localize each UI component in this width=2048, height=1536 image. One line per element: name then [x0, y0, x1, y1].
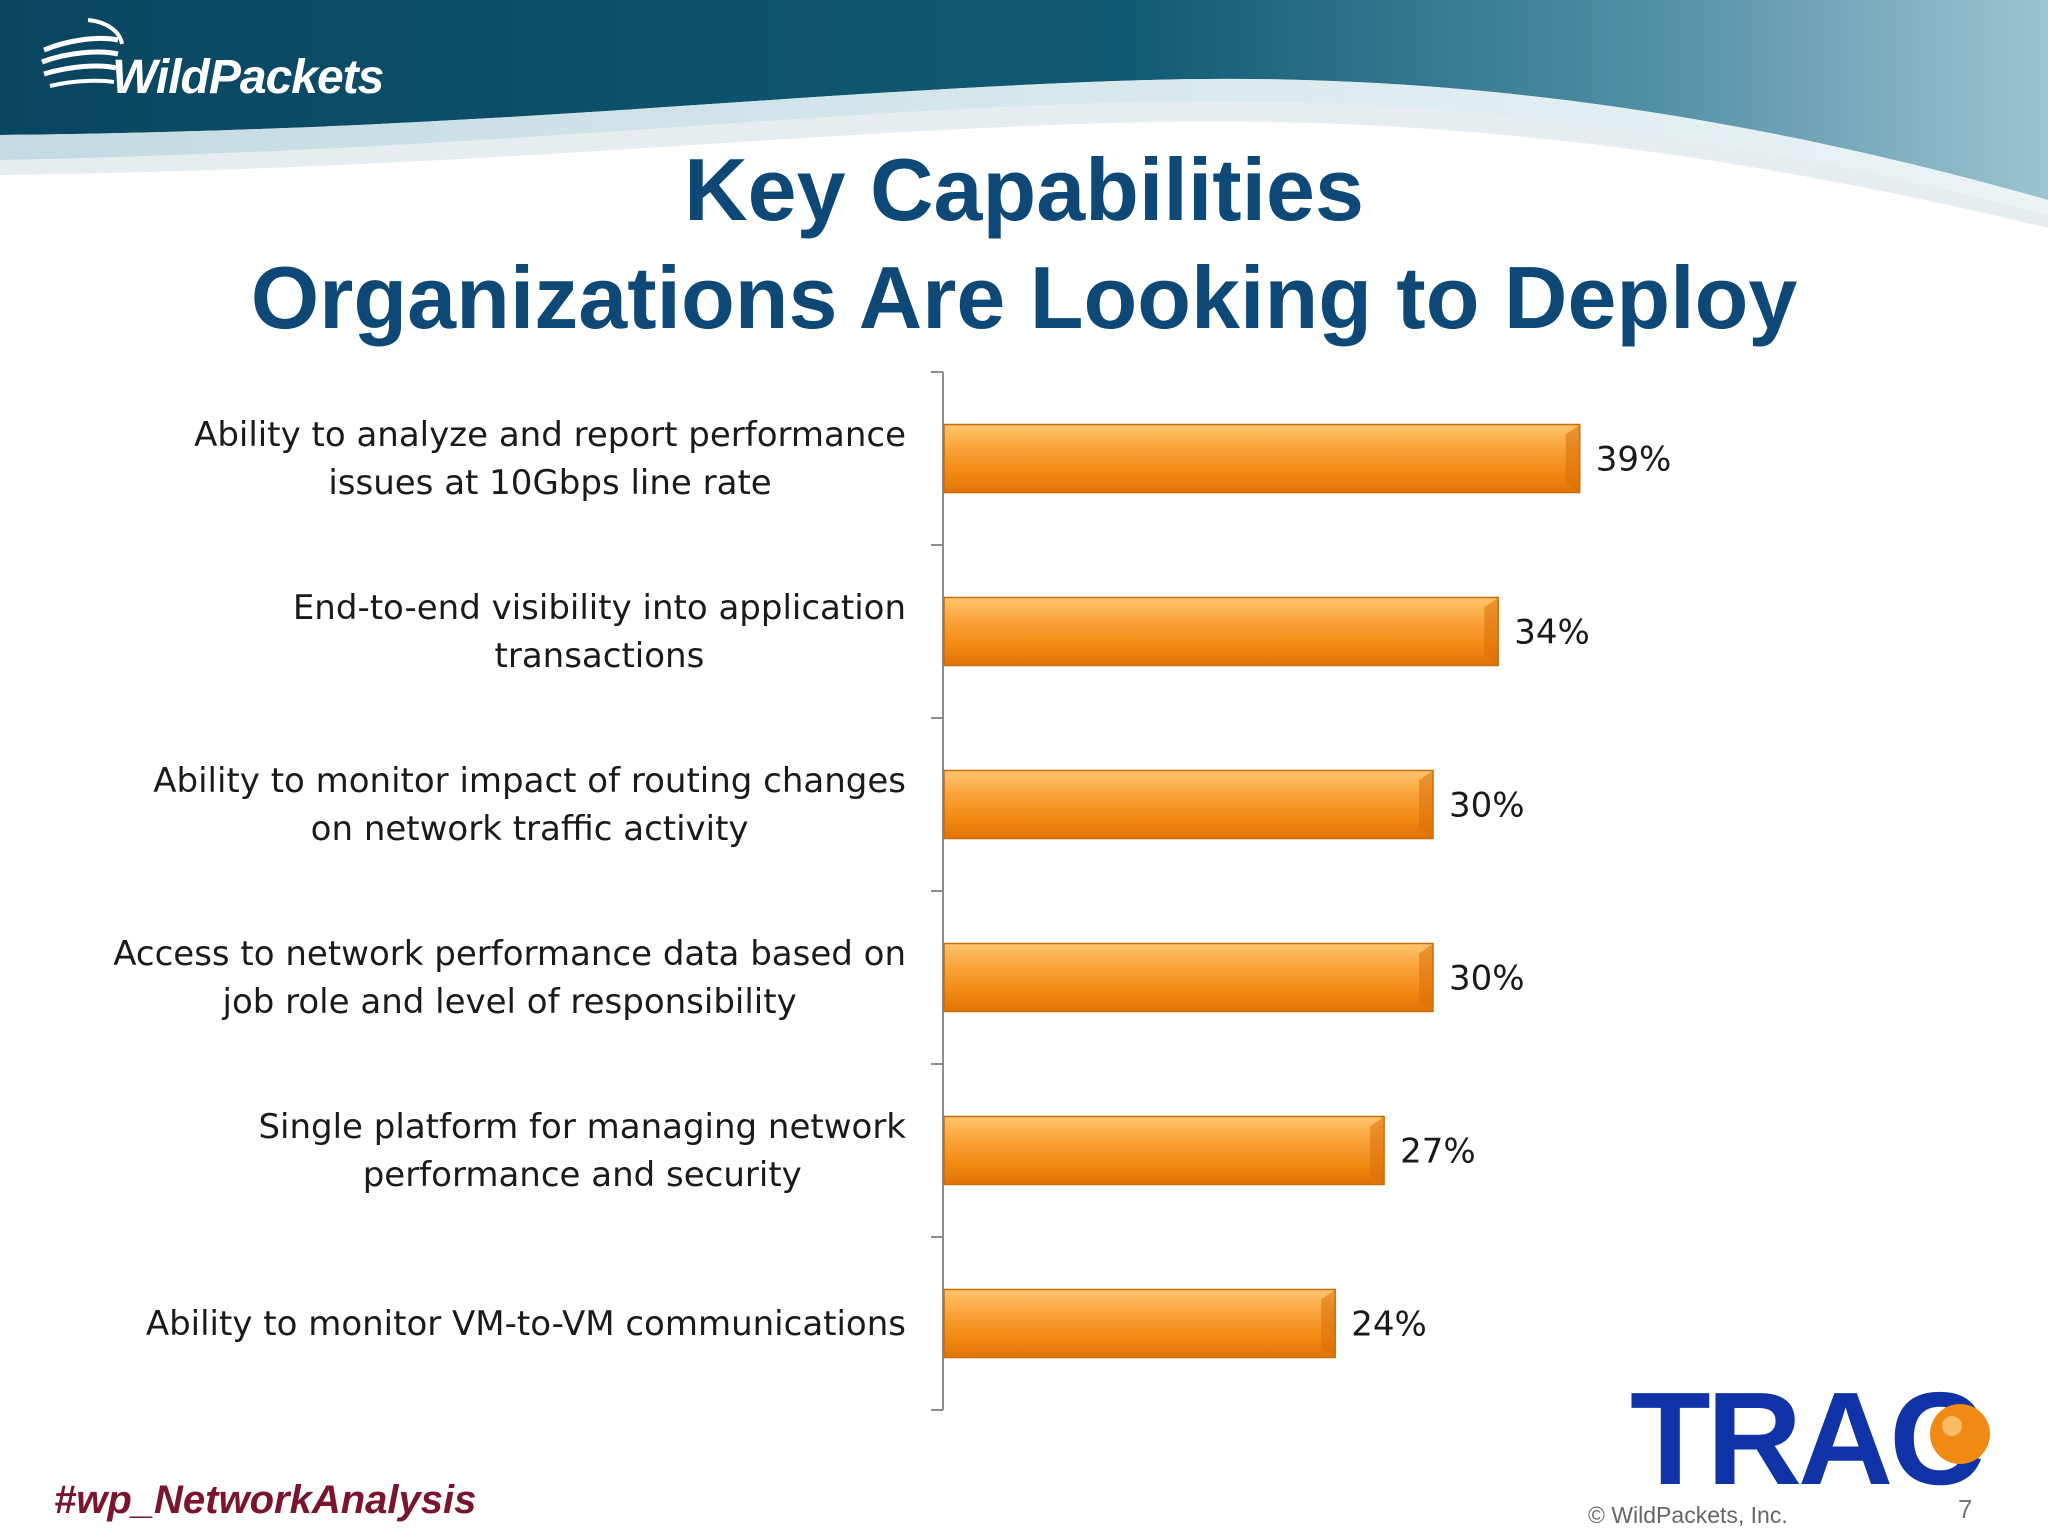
category-label-line: on network traffic activity [310, 808, 749, 849]
title-line-2: Organizations Are Looking to Deploy [250, 248, 1798, 347]
category-label: Single platform for managing network perf… [60, 1103, 906, 1199]
category-label-line: transactions [494, 635, 705, 676]
category-label: Access to network performance data based… [60, 930, 906, 1026]
category-label-line: Single platform for managing network [258, 1106, 906, 1147]
category-label-block: Access to network performance data based… [113, 930, 906, 1026]
header-wave-band [0, 0, 2048, 228]
category-label: Ability to monitor VM-to-VM communicatio… [60, 1300, 906, 1348]
category-label: End-to-end visibility into application tr… [60, 584, 906, 680]
copyright-notice: © WildPackets, Inc. [1588, 1502, 1788, 1528]
data-label: 30% [1449, 786, 1525, 826]
category-label-line: Access to network performance data based… [113, 933, 906, 974]
bar [943, 769, 1434, 840]
bar-bevel [1321, 1289, 1336, 1358]
page-title: Key Capabilities Organizations Are Looki… [0, 136, 2048, 352]
page-number: 7 [1958, 1494, 1973, 1524]
bar [943, 1115, 1385, 1186]
bar-bevel [1419, 943, 1433, 1012]
category-label-block: Ability to monitor impact of routing cha… [153, 757, 906, 853]
data-label: 24% [1351, 1305, 1427, 1345]
category-label-line: performance and security [362, 1154, 802, 1195]
bar-chart-plot: 39% 34% 30% 30% 27% 24% [931, 371, 1672, 1411]
data-label: 34% [1514, 613, 1590, 653]
hashtag: #wp_NetworkAnalysis [54, 1478, 477, 1522]
wildpackets-logo [41, 18, 124, 88]
bar [943, 942, 1434, 1013]
category-label-line: End-to-end visibility into application [292, 587, 906, 628]
trac-logo-text: TRAC [1630, 1372, 1981, 1496]
bar [943, 596, 1499, 667]
bar [943, 423, 1581, 494]
data-label: 27% [1400, 1132, 1476, 1172]
brand-name: WildPackets [112, 51, 384, 104]
category-label: Ability to monitor impact of routing cha… [60, 757, 906, 853]
category-label-block: End-to-end visibility into application tr… [293, 584, 906, 680]
category-label: Ability to analyze and report performanc… [60, 411, 906, 507]
trac-logo: TRAC [1630, 1372, 1990, 1496]
category-label-line: issues at 10Gbps line rate [328, 462, 772, 503]
category-label-line: Ability to monitor impact of routing cha… [153, 760, 906, 801]
data-label: 39% [1596, 440, 1672, 480]
bar-bevel [1565, 424, 1580, 493]
category-label-line: Ability to analyze and report performanc… [194, 414, 906, 455]
bar-bevel [1370, 1116, 1385, 1185]
bar-bevel [1484, 597, 1499, 666]
category-label-block: Single platform for managing network perf… [258, 1103, 906, 1199]
category-label-line: job role and level of responsibility [222, 981, 797, 1022]
bar-bevel [1419, 770, 1433, 839]
title-line-1: Key Capabilities [684, 140, 1364, 239]
data-label: 30% [1449, 959, 1525, 999]
bar [943, 1288, 1336, 1359]
category-label-block: Ability to analyze and report performanc… [194, 411, 906, 507]
category-label-line: Ability to monitor VM-to-VM communicatio… [145, 1303, 906, 1344]
bar-chart: 39% 34% 30% 30% 27% 24% Ability to analyze an… [0, 360, 2048, 1420]
